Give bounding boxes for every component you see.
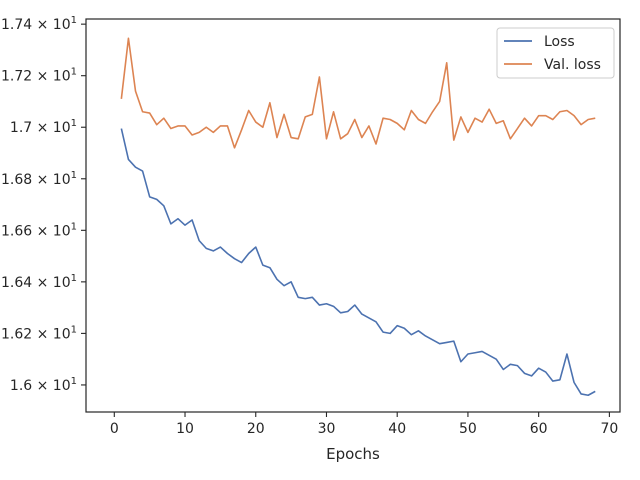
x-axis-ticks: 0 10 20 30 40 50 60 70 bbox=[110, 412, 618, 437]
x-tick-label: 40 bbox=[388, 421, 406, 437]
y-tick-label: 1.74 × 101 bbox=[1, 15, 77, 33]
x-tick-label: 70 bbox=[600, 421, 618, 437]
legend-label-loss: Loss bbox=[544, 34, 575, 50]
y-tick-label: 1.62 × 101 bbox=[1, 324, 77, 342]
x-tick-label: 30 bbox=[318, 421, 336, 437]
plot-frame bbox=[85, 18, 621, 413]
legend-label-val-loss: Val. loss bbox=[544, 57, 601, 73]
series-line-val-loss bbox=[120, 37, 596, 149]
x-tick-label: 60 bbox=[530, 421, 548, 437]
y-tick-label: 1.68 × 101 bbox=[1, 170, 77, 188]
x-axis-label: Epochs bbox=[326, 445, 380, 463]
x-tick-label: 10 bbox=[176, 421, 194, 437]
x-tick-label: 0 bbox=[110, 421, 119, 437]
series-line-loss bbox=[120, 128, 596, 397]
series-layer bbox=[120, 37, 596, 397]
x-tick-label: 50 bbox=[459, 421, 477, 437]
y-tick-label: 1.72 × 101 bbox=[1, 67, 77, 85]
x-tick-label: 20 bbox=[247, 421, 265, 437]
legend: Loss Val. loss bbox=[496, 27, 615, 79]
y-axis-ticks: 1.6 × 101 1.62 × 101 1.64 × 101 1.66 × 101 1… bbox=[1, 15, 86, 394]
y-tick-label: 1.6 × 101 bbox=[10, 376, 77, 394]
y-tick-label: 1.66 × 101 bbox=[1, 221, 77, 239]
y-tick-label: 1.7 × 101 bbox=[10, 118, 77, 136]
y-tick-label: 1.64 × 101 bbox=[1, 273, 77, 291]
